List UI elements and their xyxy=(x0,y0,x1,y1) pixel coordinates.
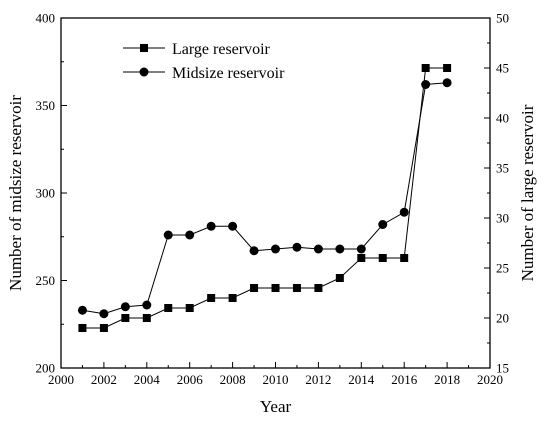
legend: Large reservoir Midsize reservoir xyxy=(123,41,285,82)
x-tick-label: 2010 xyxy=(263,372,289,387)
legend-marker-large xyxy=(140,44,148,52)
midsize-reservoir-line xyxy=(82,82,448,315)
large-reservoir-point xyxy=(421,64,430,72)
left-axis-title: Number of midsize reservoir xyxy=(6,95,25,291)
x-tick-label: 2018 xyxy=(434,372,460,387)
left-y-tick-label: 400 xyxy=(36,11,56,26)
midsize-reservoir-point xyxy=(163,230,173,240)
x-tick-label: 2008 xyxy=(220,372,246,387)
large-reservoir-point xyxy=(207,294,216,302)
large-reservoir-line xyxy=(82,67,448,329)
midsize-reservoir-point xyxy=(292,242,302,252)
midsize-reservoir-point xyxy=(313,244,323,254)
left-y-tick-label: 250 xyxy=(36,273,56,288)
midsize-reservoir-point xyxy=(399,207,409,217)
midsize-reservoir-point xyxy=(335,244,345,254)
large-reservoir-point xyxy=(99,324,108,332)
large-reservoir-point xyxy=(121,314,130,322)
midsize-reservoir-point xyxy=(99,309,109,319)
series-markers xyxy=(77,64,452,332)
large-reservoir-point xyxy=(443,64,452,72)
x-tick-label: 2002 xyxy=(91,372,117,387)
large-reservoir-point xyxy=(335,274,344,282)
legend-label-large: Large reservoir xyxy=(172,41,271,58)
x-axis-ticks: 2000 2002 2004 2006 2008 2010 2012 2014 2016 2018… xyxy=(48,362,503,387)
x-tick-label: 2012 xyxy=(305,372,331,387)
large-reservoir-point xyxy=(400,254,409,262)
right-y-tick-label: 40 xyxy=(496,111,509,126)
large-reservoir-point xyxy=(142,314,151,322)
midsize-reservoir-point xyxy=(249,246,259,256)
x-tick-label: 2014 xyxy=(348,372,375,387)
midsize-reservoir-point xyxy=(271,244,280,254)
left-axis-ticks: 200 250 300 350 400 xyxy=(36,11,67,376)
large-reservoir-point xyxy=(314,284,323,292)
left-y-tick-label: 300 xyxy=(36,186,56,201)
right-y-tick-label: 50 xyxy=(496,11,509,26)
x-tick-label: 2016 xyxy=(391,372,418,387)
right-y-tick-label: 30 xyxy=(496,211,509,226)
large-reservoir-point xyxy=(357,254,366,262)
large-reservoir-point xyxy=(250,284,259,292)
large-reservoir-point xyxy=(78,324,87,332)
midsize-reservoir-point xyxy=(142,300,152,310)
right-y-tick-label: 25 xyxy=(496,261,509,276)
x-tick-label: 2020 xyxy=(477,372,503,387)
large-reservoir-point xyxy=(185,304,194,312)
midsize-reservoir-point xyxy=(356,244,366,254)
midsize-reservoir-point xyxy=(77,305,87,315)
series-lines xyxy=(82,67,448,329)
right-y-tick-label: 45 xyxy=(496,61,509,76)
legend-label-midsize: Midsize reservoir xyxy=(172,65,285,82)
left-y-tick-label: 350 xyxy=(36,98,56,113)
midsize-reservoir-point xyxy=(228,221,238,231)
left-y-tick-label: 200 xyxy=(36,361,56,376)
midsize-reservoir-point xyxy=(120,302,130,312)
midsize-reservoir-point xyxy=(206,221,216,231)
right-y-tick-label: 20 xyxy=(496,311,509,326)
large-reservoir-point xyxy=(164,304,173,312)
large-reservoir-point xyxy=(271,284,280,292)
legend-marker-midsize xyxy=(139,67,149,77)
right-axis-title: Number of large reservoir xyxy=(518,104,537,281)
x-axis-title: Year xyxy=(260,397,292,416)
large-reservoir-point xyxy=(292,284,301,292)
midsize-reservoir-point xyxy=(421,80,431,89)
midsize-reservoir-point xyxy=(185,230,195,240)
midsize-reservoir-point xyxy=(378,220,388,229)
right-y-tick-label: 35 xyxy=(496,161,509,176)
right-y-tick-label: 15 xyxy=(496,361,509,376)
large-reservoir-point xyxy=(378,254,387,262)
large-reservoir-point xyxy=(228,294,237,302)
x-tick-label: 2004 xyxy=(134,372,161,387)
x-tick-label: 2000 xyxy=(48,372,74,387)
x-tick-label: 2006 xyxy=(177,372,204,387)
midsize-reservoir-point xyxy=(442,78,452,88)
right-axis-ticks: 15 20 25 30 35 40 45 50 xyxy=(484,11,509,376)
